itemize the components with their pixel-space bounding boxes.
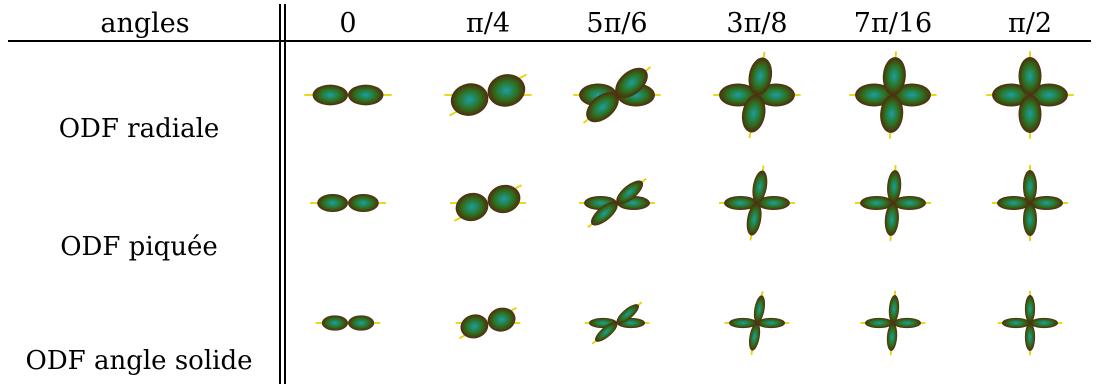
row-label-radiale: ODF radiale [58, 114, 220, 144]
odf-lobe [748, 57, 773, 96]
odf-lobe [757, 196, 790, 210]
odf-glyph-r1-c1 [450, 184, 526, 222]
odf-lobe [317, 194, 348, 212]
odf-glyph-r1-c0 [310, 194, 386, 212]
odf-lobe [855, 83, 893, 107]
odf-lobe [746, 202, 762, 236]
odf-glyph-r0-c1 [444, 73, 532, 117]
odf-lobe [321, 315, 348, 331]
odf-glyph-r1-c4 [855, 165, 931, 241]
odf-lobe [886, 322, 898, 351]
odf-glyph-r0-c5 [986, 51, 1074, 139]
odf-lobe [455, 192, 489, 222]
odf-lobe [724, 196, 757, 210]
header-angle-5: π/2 [1007, 8, 1053, 39]
odf-lobe [728, 317, 757, 329]
odf-lobe [893, 196, 926, 210]
odf-lobe [487, 74, 526, 107]
odf-lobe [882, 57, 906, 96]
header-angle-3: 3π/8 [726, 8, 788, 39]
odf-lobe [748, 322, 761, 351]
header-angle-2: 5π/6 [586, 8, 648, 39]
odf-lobe [1018, 57, 1042, 95]
odf-glyph-r2-c1 [455, 307, 521, 339]
odf-lobe [595, 322, 618, 342]
odf-lobe [616, 304, 639, 324]
odf-glyph-r2-c4 [860, 290, 926, 356]
odf-lobe [753, 295, 766, 324]
odf-glyph-r1-c5 [992, 165, 1068, 241]
header-angle-4: 7π/16 [853, 8, 933, 39]
header-angle-0: 0 [339, 8, 357, 39]
odf-lobe [757, 317, 786, 329]
odf-lobe [887, 170, 902, 204]
odf-glyph-r0-c0 [304, 84, 392, 106]
odf-lobe [884, 202, 899, 236]
odf-lobe [590, 201, 618, 226]
row-label-angle-solide: ODF angle solide [25, 346, 253, 376]
odf-lobe [880, 94, 904, 133]
odf-lobe [752, 170, 768, 204]
odf-lobe [460, 314, 489, 339]
odf-glyph-r0-c4 [849, 51, 937, 139]
odf-lobe [616, 180, 644, 205]
odf-glyph-r2-c2 [584, 301, 650, 345]
odf-glyph-r2-c3 [724, 291, 790, 355]
odf-lobe [1023, 203, 1037, 236]
odf-lobe [1023, 170, 1037, 203]
odf-lobe [1030, 83, 1068, 107]
odf-glyph-r2-c0 [315, 315, 381, 331]
odf-lobe [1030, 317, 1059, 329]
odf-lobe [615, 67, 648, 98]
odf-lobe [1030, 196, 1063, 210]
odf-lobe [1024, 294, 1036, 324]
header-rule [8, 40, 1091, 42]
odf-lobe [586, 92, 619, 123]
odf-lobe [487, 184, 521, 214]
odf-lobe [348, 315, 375, 331]
odf-lobe [348, 84, 384, 106]
odf-lobe [992, 83, 1030, 107]
odf-glyph-r0-c3 [713, 51, 801, 139]
column-divider-left [279, 4, 281, 384]
odf-glyph-r2-c5 [997, 290, 1063, 356]
odf-glyph-r1-c3 [719, 165, 795, 241]
odf-lobe [1024, 322, 1036, 352]
odf-lobe [487, 307, 516, 332]
odf-lobe [997, 196, 1030, 210]
header-angle-1: π/4 [465, 8, 511, 39]
odf-lobe [893, 317, 922, 329]
odf-lobe [348, 194, 379, 212]
odf-lobe [888, 295, 900, 324]
odf-glyph-r0-c2 [573, 66, 661, 124]
odf-lobe [860, 196, 893, 210]
header-angles: angles [100, 8, 190, 39]
column-divider-right [284, 4, 286, 384]
odf-lobe [1001, 317, 1030, 329]
odf-lobe [312, 84, 348, 106]
odf-glyph-r1-c2 [579, 177, 655, 229]
odf-lobe [1018, 95, 1042, 133]
odf-lobe [893, 83, 931, 107]
odf-lobe [864, 317, 893, 329]
row-label-piquee: ODF piquée [60, 232, 218, 262]
odf-lobe [450, 83, 489, 116]
odf-lobe [741, 94, 766, 133]
